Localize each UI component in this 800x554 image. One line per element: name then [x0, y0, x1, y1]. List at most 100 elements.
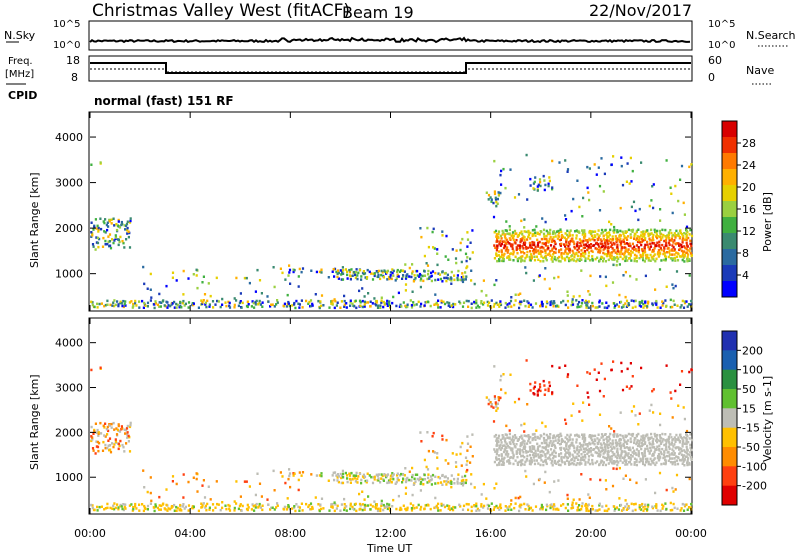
power-data-point: [208, 303, 211, 306]
velocity-data-point: [182, 503, 185, 506]
power-data-point: [520, 230, 523, 233]
velocity-data-point: [201, 484, 204, 487]
velocity-data-point: [529, 450, 532, 453]
power-data-point: [630, 180, 633, 183]
power-data-point: [565, 243, 568, 246]
velocity-data-point: [380, 473, 383, 476]
velocity-data-point: [578, 504, 581, 507]
velocity-data-point: [664, 443, 668, 446]
power-data-point: [588, 231, 591, 234]
velocity-data-point: [113, 502, 116, 505]
velocity-data-point: [127, 440, 130, 443]
power-data-point: [109, 246, 113, 250]
velocity-data-point: [626, 442, 629, 445]
power-data-point: [640, 237, 644, 241]
velocity-data-point: [658, 455, 661, 458]
velocity-data-point: [640, 441, 644, 445]
velocity-data-point: [608, 435, 611, 438]
velocity-data-point: [679, 451, 682, 454]
power-data-point: [675, 255, 678, 259]
velocity-data-point: [116, 503, 119, 506]
velocity-data-point: [395, 480, 398, 484]
power-data-point: [528, 304, 531, 307]
velocity-data-point: [609, 457, 612, 460]
velocity-data-point: [502, 435, 505, 439]
power-data-point: [611, 281, 615, 284]
velocity-data-point: [680, 459, 683, 462]
velocity-data-point: [687, 506, 691, 509]
power-data-point: [445, 234, 448, 238]
velocity-data-point: [259, 506, 262, 509]
velocity-data-point: [461, 441, 464, 445]
velocity-data-point: [516, 461, 519, 465]
velocity-data-point: [284, 481, 287, 485]
velocity-data-point: [494, 450, 497, 453]
velocity-data-point: [595, 451, 599, 455]
power-data-point: [675, 229, 678, 233]
power-data-point: [681, 258, 684, 262]
velocity-data-point: [402, 477, 405, 480]
velocity-data-point: [640, 435, 643, 438]
velocity-data-point: [573, 459, 576, 463]
velocity-data-point: [146, 508, 149, 511]
velocity-data-point: [642, 506, 645, 509]
velocity-data-point: [493, 395, 496, 398]
velocity-data-point: [615, 444, 618, 448]
power-data-point: [586, 239, 589, 242]
power-data-point: [613, 248, 616, 252]
velocity-data-point: [620, 452, 623, 455]
velocity-data-point: [389, 474, 392, 478]
velocity-data-point: [496, 450, 499, 453]
power-data-point: [419, 285, 422, 289]
velocity-data-point: [647, 449, 650, 453]
velocity-data-point: [588, 496, 591, 499]
velocity-data-point: [512, 462, 515, 466]
velocity-data-point: [586, 445, 589, 448]
velocity-data-point: [424, 504, 427, 507]
power-data-point: [614, 256, 617, 260]
velocity-data-point: [626, 367, 629, 371]
velocity-data-point: [576, 447, 579, 450]
power-data-point: [623, 242, 626, 246]
power-data-point: [648, 204, 651, 208]
power-data-point: [628, 182, 631, 185]
power-data-point: [523, 226, 526, 229]
power-data-point: [492, 201, 495, 205]
velocity-data-point: [533, 454, 536, 458]
power-data-point: [594, 230, 597, 233]
power-data-point: [439, 306, 442, 309]
power-data-point: [575, 234, 578, 237]
velocity-data-point: [542, 451, 545, 454]
freq-tick-top: 18: [66, 54, 80, 67]
power-data-point: [506, 256, 509, 259]
power-data-point: [117, 243, 120, 247]
velocity-data-point: [547, 450, 550, 454]
power-data-point: [298, 306, 301, 309]
velocity-data-point: [603, 451, 606, 454]
power-data-point: [555, 230, 559, 233]
velocity-data-point: [563, 461, 566, 464]
power-data-point: [607, 246, 610, 249]
power-data-point: [665, 236, 668, 240]
velocity-data-point: [96, 445, 100, 449]
velocity-data-point: [386, 502, 389, 506]
velocity-data-point: [604, 449, 607, 452]
power-data-point: [685, 229, 688, 233]
power-data-point: [96, 241, 100, 245]
power-data-point: [375, 299, 378, 303]
velocity-data-point: [473, 486, 476, 489]
power-data-point: [674, 284, 677, 288]
power-data-point: [606, 306, 609, 310]
velocity-data-point: [546, 449, 549, 452]
velocity-data-point: [288, 474, 291, 478]
velocity-data-point: [584, 461, 587, 464]
velocity-data-point: [233, 506, 236, 510]
velocity-data-point: [675, 473, 679, 477]
power-data-point: [527, 305, 530, 308]
velocity-data-point: [575, 502, 578, 505]
power-data-point: [662, 233, 665, 237]
power-data-point: [500, 242, 503, 246]
velocity-data-point: [685, 503, 688, 506]
velocity-data-point: [107, 444, 110, 447]
